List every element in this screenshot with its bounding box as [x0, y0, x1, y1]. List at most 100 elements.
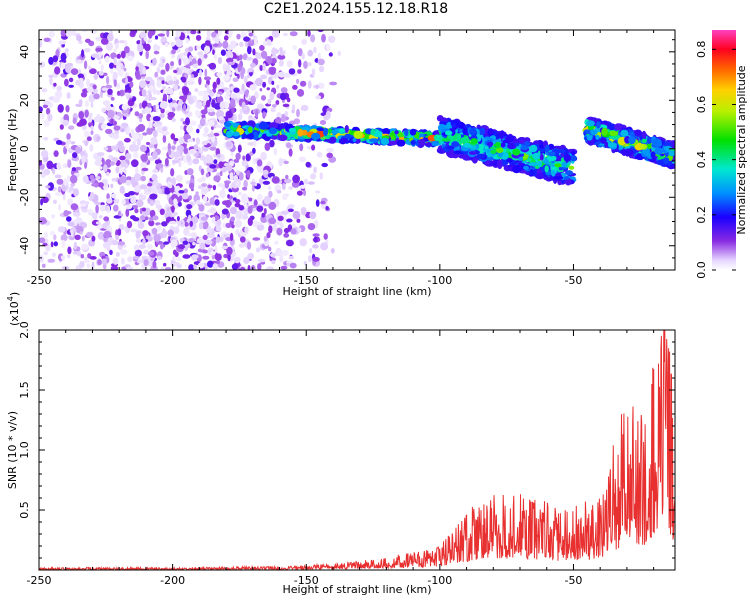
spectrogram-cell [59, 124, 64, 130]
spectrogram-cell [307, 30, 311, 37]
spectrogram-cell [235, 180, 240, 187]
spectrogram-cell [276, 84, 280, 89]
spectrogram-cell [254, 37, 258, 46]
spectrogram-cell [241, 214, 249, 220]
spectrogram-cell [65, 105, 70, 113]
spectrogram-cell [98, 60, 102, 64]
spectrogram-cell [279, 254, 284, 263]
spectrogram-cell [188, 238, 195, 243]
spectrogram-cell [126, 220, 133, 229]
spectrogram-cell [219, 101, 226, 110]
spectrogram-cell [120, 50, 126, 59]
spectrogram-cell [670, 164, 675, 169]
spectrogram-cell [132, 151, 139, 159]
spectrogram-cell [121, 199, 126, 206]
spectrogram-cell [164, 42, 169, 48]
spectrogram-cell [118, 145, 126, 153]
spectrogram-cell [86, 78, 91, 87]
spectrogram-cell [214, 199, 220, 206]
spectrogram-cell [67, 159, 72, 168]
spectrogram-cell [188, 148, 197, 155]
spectrogram-cell [139, 102, 142, 109]
spectrogram-cell [167, 80, 175, 85]
spectrogram-cell [119, 176, 127, 184]
spectrogram-cell [136, 43, 144, 53]
spectrogram-cell [53, 199, 57, 204]
spectrogram-cell [500, 142, 506, 148]
spectrogram-cell [111, 239, 119, 246]
colorbar [712, 30, 736, 270]
spectrogram-cell [121, 122, 129, 128]
spectrogram-cell [253, 140, 257, 147]
spectrogram-cell [233, 158, 240, 163]
spectrogram-cell [312, 256, 320, 262]
spectrogram-cell [60, 234, 68, 242]
spectrogram-cell [317, 30, 324, 33]
spectrogram-cell [134, 69, 140, 79]
spectrogram-cell [176, 216, 180, 222]
spectrogram-cell [258, 178, 264, 185]
spectrogram-cell [47, 182, 54, 191]
spectrogram-cell [456, 133, 462, 141]
spectrogram-cell [77, 246, 81, 252]
spectrogram-cell [84, 256, 88, 261]
spectrogram-cell [95, 221, 101, 225]
spectrogram-cell [313, 166, 317, 174]
spectrogram-cell [70, 182, 76, 187]
spectrogram-cell [219, 170, 223, 177]
spectrogram-cell [88, 112, 93, 117]
spectrogram-cell [210, 238, 217, 247]
colorbar-tick-label: 0.8 [695, 41, 708, 59]
spectrogram-cell [86, 86, 95, 93]
spectrogram-cell [201, 140, 208, 146]
spectrogram-cell [296, 218, 301, 223]
spectrogram-cell [544, 144, 550, 153]
spectrogram-cell [252, 220, 259, 228]
spectrogram-cell [245, 153, 251, 162]
spectrogram-cell [259, 44, 265, 51]
spectrogram-cell [256, 223, 265, 231]
spectrogram-cell [299, 238, 308, 247]
spectrogram-cell [72, 117, 77, 124]
spectrogram-cell [296, 89, 305, 97]
spectrogram-cell [171, 53, 176, 59]
spectrogram-cell [310, 173, 317, 180]
spectrogram-cell [257, 193, 263, 201]
spectrogram-cell [297, 227, 302, 233]
spectrogram-cell [103, 230, 112, 238]
spectrogram-cell [226, 70, 232, 76]
spectrogram-cell [175, 38, 183, 48]
spectrogram-cell [181, 76, 187, 83]
spectrogram-cell [277, 54, 286, 60]
spectrogram-cell [101, 87, 108, 91]
spectrogram-cell [218, 111, 225, 115]
spectrogram-cell [160, 69, 166, 75]
spectrogram-cell [326, 147, 334, 153]
spectrogram-cell [231, 263, 239, 270]
spectrogram-cell [70, 174, 78, 184]
spectrogram-cell [123, 113, 130, 117]
spectrogram-cell [131, 159, 139, 168]
spectrogram-cell [167, 229, 174, 237]
spectrogram-cell [182, 86, 190, 96]
spectrogram-cell [147, 182, 153, 187]
spectrogram-cell [263, 112, 267, 117]
spectrogram-cell [214, 54, 218, 60]
spectrogram-cell [451, 141, 459, 148]
spectrogram-cell [138, 113, 143, 119]
spectrogram-cell [217, 57, 223, 64]
spectrogram-cell [186, 204, 193, 210]
spectrogram-cell [266, 87, 270, 91]
spectrogram-cell [127, 256, 133, 263]
spectrogram-cell [157, 255, 162, 260]
spectrogram-cell [116, 198, 120, 205]
spectrogram-cell [247, 252, 255, 260]
x-axis-label: Height of straight line (km) [282, 583, 431, 596]
spectrogram-cell [311, 132, 321, 140]
spectrogram-cell [263, 207, 267, 215]
spectrogram-cell [176, 104, 182, 111]
spectrogram-cell [247, 43, 254, 47]
spectrogram-cell [143, 191, 151, 195]
spectrogram-cell [177, 219, 181, 227]
spectrogram-cell [209, 164, 217, 169]
